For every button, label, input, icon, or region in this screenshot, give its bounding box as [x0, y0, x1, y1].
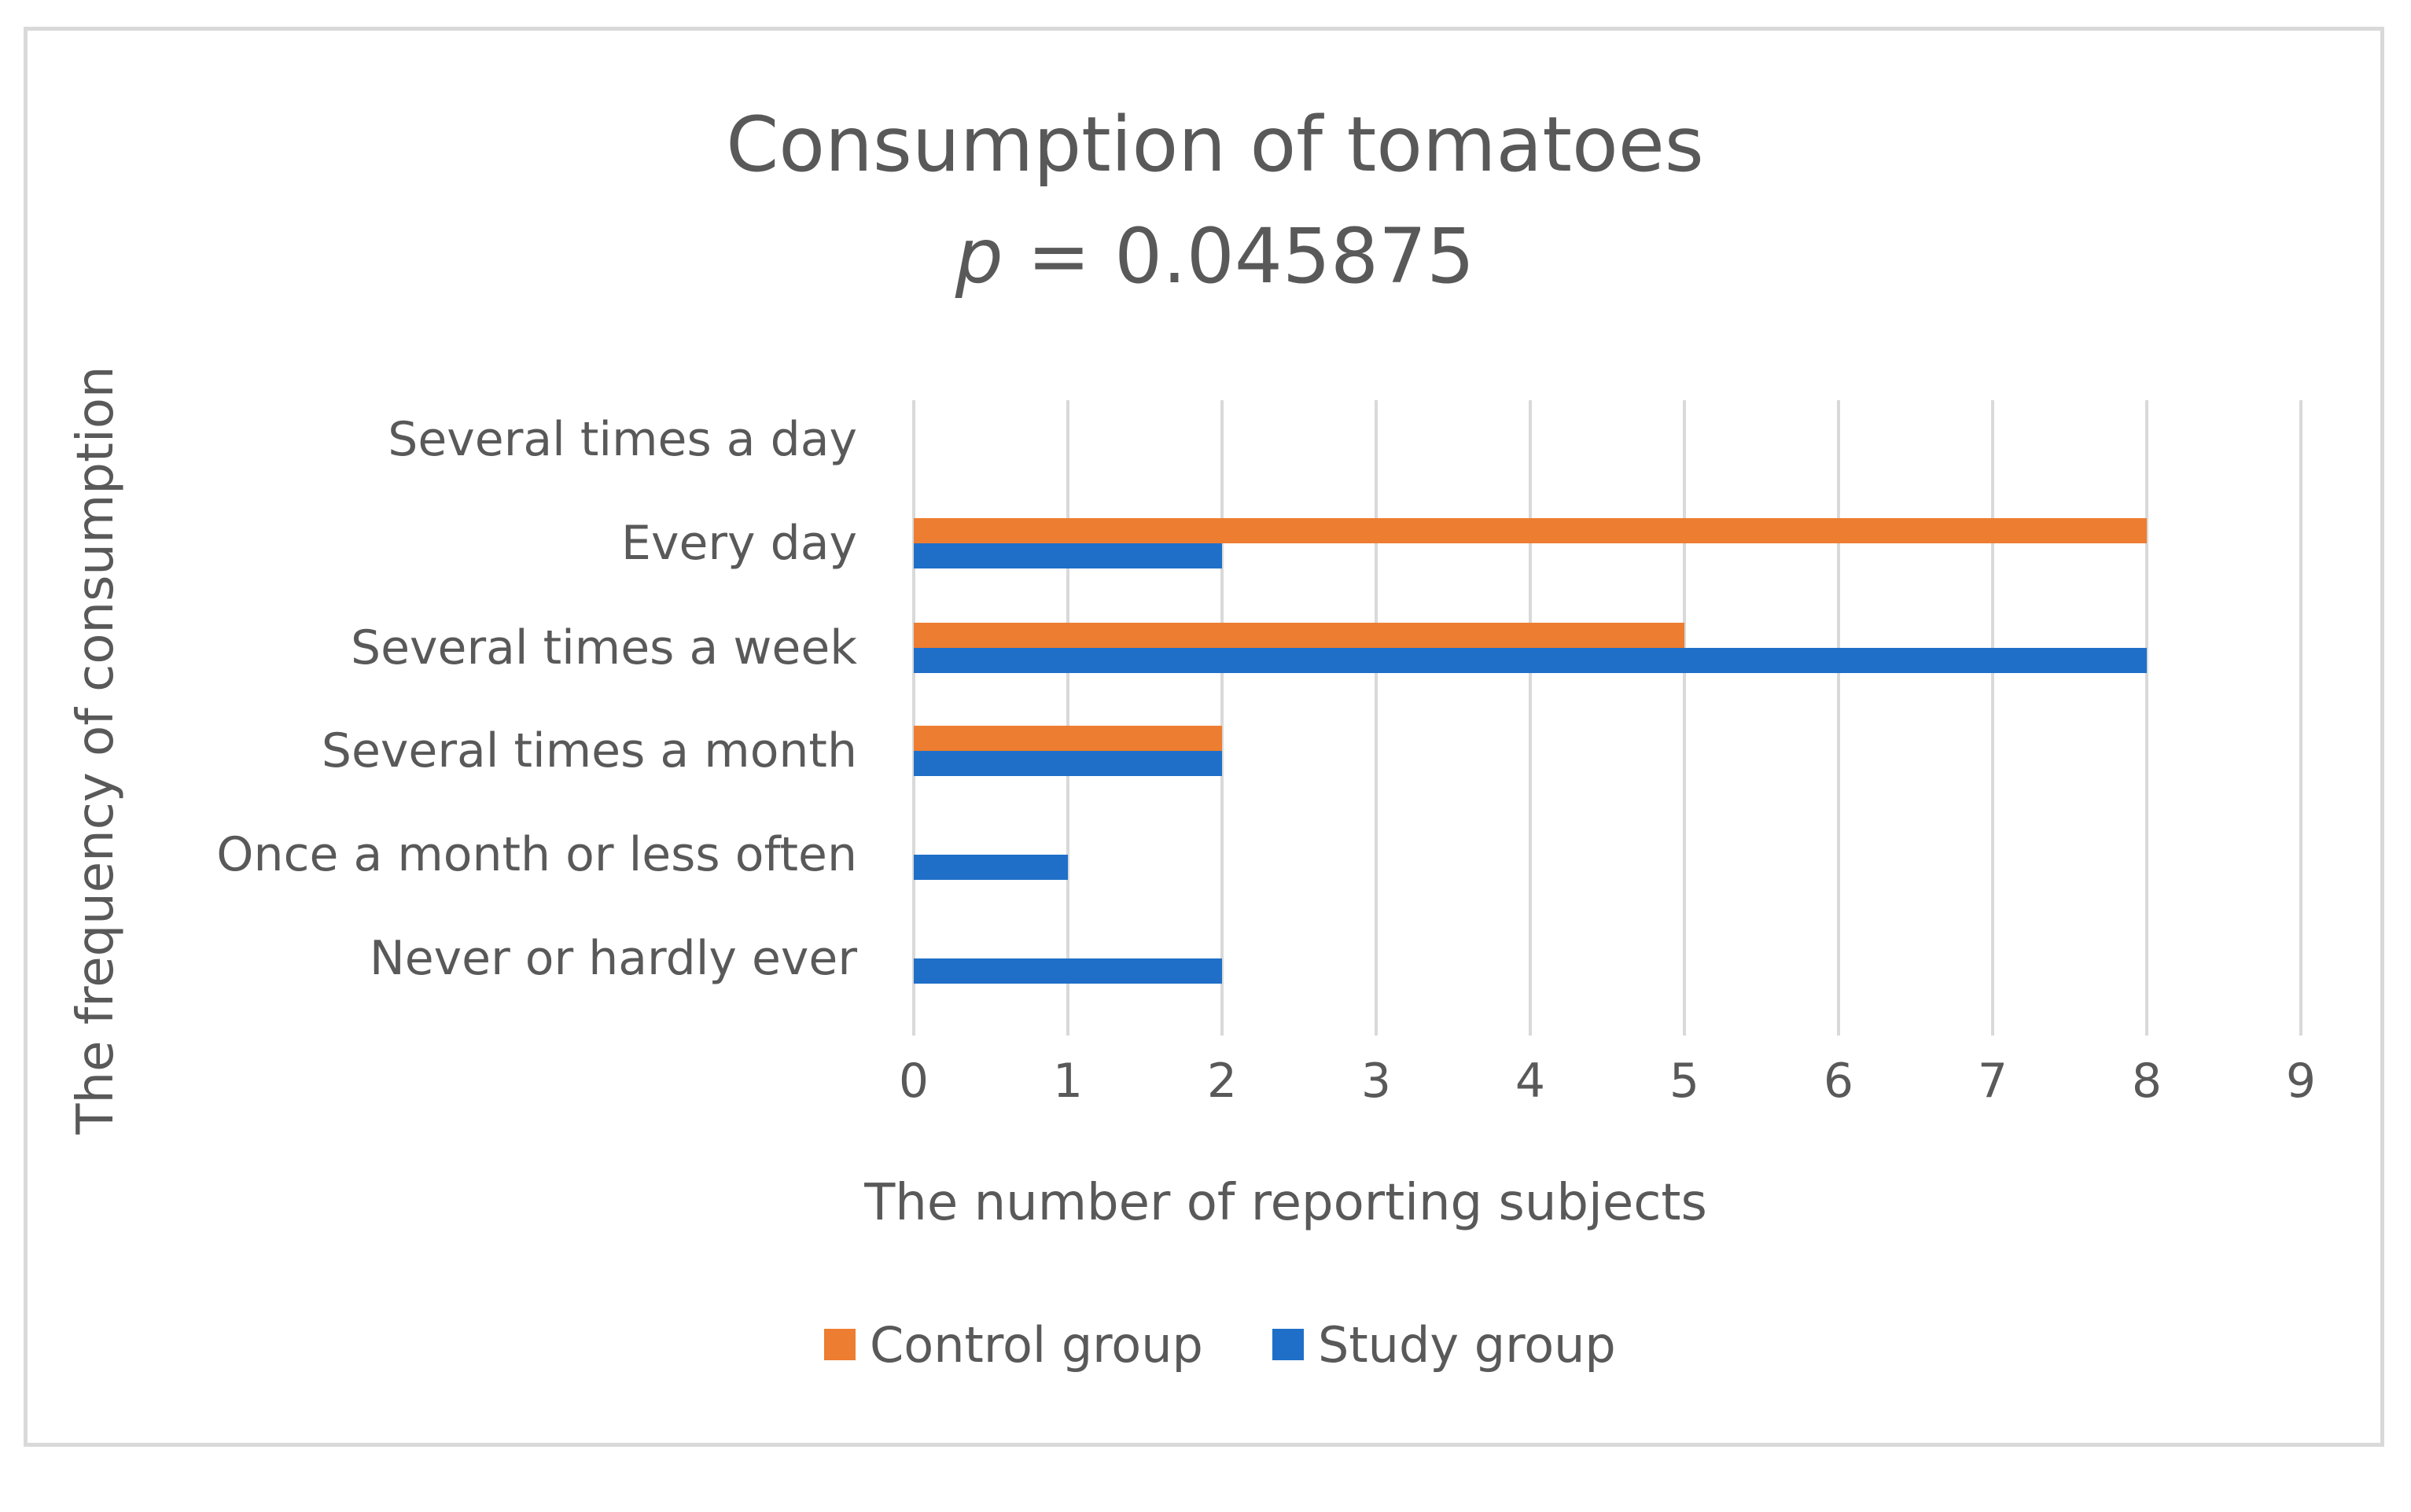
legend-label: Control group [870, 1316, 1203, 1374]
category-label: Once a month or less often [216, 827, 857, 882]
bars [914, 518, 2147, 984]
bar [914, 543, 1222, 568]
category-label: Several times a month [322, 723, 857, 778]
category-labels: Several times a day Every day Several time… [216, 412, 857, 986]
bar [914, 958, 1222, 984]
subtitle-value: = 0.045875 [1003, 212, 1475, 300]
x-tick-label: 7 [1978, 1054, 2008, 1109]
bar [914, 726, 1222, 751]
x-tick-label: 9 [2286, 1054, 2316, 1109]
chart-canvas: Consumption of tomatoes p = 0.045875 Sev… [67, 101, 2316, 1374]
bar [914, 855, 1068, 880]
category-label: Every day [621, 516, 857, 571]
x-tick-label: 1 [1053, 1054, 1083, 1109]
x-tick-label: 4 [1515, 1054, 1545, 1109]
bar [914, 623, 1684, 648]
x-tick-label: 2 [1207, 1054, 1237, 1109]
legend-swatch [824, 1329, 856, 1360]
x-tick-label: 6 [1824, 1054, 1853, 1109]
x-tick-label: 8 [2132, 1054, 2162, 1109]
category-label: Never or hardly ever [370, 931, 857, 986]
bar [914, 518, 2147, 543]
chart-subtitle: p = 0.045875 [955, 212, 1474, 300]
chart-title: Consumption of tomatoes [726, 101, 1704, 189]
legend-swatch [1272, 1329, 1304, 1360]
x-tick-labels: 0 1 2 3 4 5 6 7 8 9 [899, 1054, 2316, 1109]
legend: Control group Study group [824, 1316, 1616, 1374]
gridlines [912, 400, 2302, 1036]
x-tick-label: 0 [899, 1054, 929, 1109]
legend-label: Study group [1318, 1316, 1616, 1374]
category-label: Several times a day [388, 412, 857, 467]
chart-frame: Consumption of tomatoes p = 0.045875 Sev… [24, 27, 2384, 1447]
x-axis-title: The number of reporting subjects [863, 1174, 1707, 1232]
bar [914, 648, 2147, 673]
category-label: Several times a week [351, 620, 857, 675]
y-axis-title: The frequency of consumption [67, 366, 125, 1135]
x-tick-label: 3 [1361, 1054, 1391, 1109]
bar [914, 751, 1222, 776]
x-tick-label: 5 [1669, 1054, 1699, 1109]
subtitle-variable: p [955, 212, 1003, 300]
